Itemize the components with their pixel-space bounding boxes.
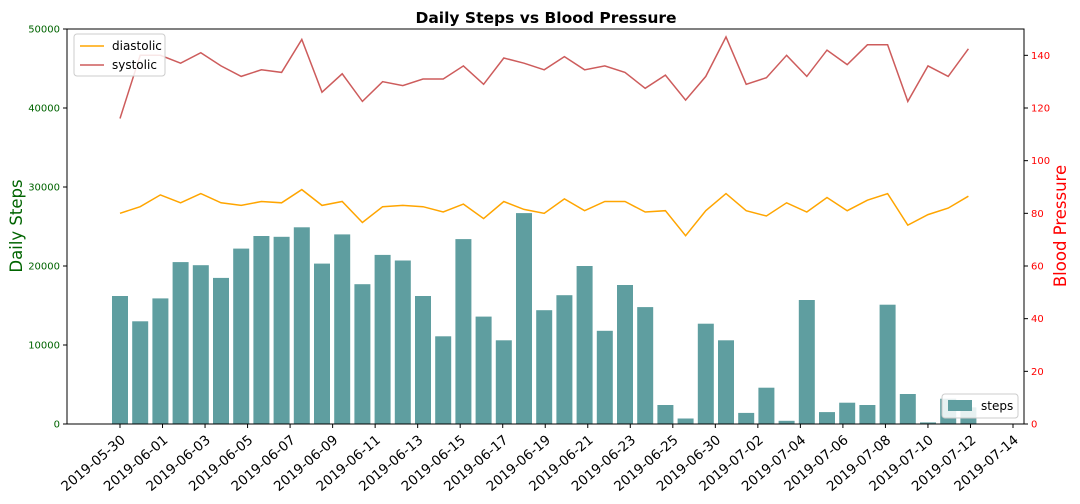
legend-diastolic-label: diastolic [112,39,162,53]
y-right-tick-label: 100 [1031,156,1050,167]
steps-bar [455,239,472,424]
steps-bar [354,284,371,424]
steps-bar [718,340,734,424]
steps-bar [758,387,775,424]
legend-steps-swatch [948,400,972,411]
steps-bar [394,260,411,424]
steps-bar [738,412,755,424]
steps-bar [778,420,795,424]
legend-bars: steps [941,393,1019,419]
y-left-tick-label: 40000 [28,104,60,115]
diastolic-line [119,188,969,237]
y-axis-left: 0 10000 20000 30000 40000 50000 [28,25,67,431]
steps-bar [879,304,896,424]
steps-bar [152,298,169,424]
legend-systolic-label: systolic [112,58,157,72]
steps-bar [374,254,391,424]
legend-lines: diastolic systolic [73,33,166,77]
steps-bar [899,394,916,424]
y-right-tick-label: 20 [1031,367,1044,378]
steps-bar [516,213,532,424]
steps-bar [435,336,452,424]
bp-lines [119,35,970,237]
steps-bar [556,295,573,424]
y-right-tick-label: 40 [1031,314,1044,325]
y-axis-left-label: Daily Steps [7,179,26,272]
steps-bar [475,316,492,424]
steps-bar [596,330,613,424]
steps-bar [495,340,512,424]
steps-bar [637,307,654,424]
steps-bar [415,296,431,424]
steps-bar [273,236,290,424]
y-right-tick-label: 0 [1031,420,1037,431]
steps-bar [536,310,553,424]
steps-bar [112,296,128,424]
steps-bar [253,236,270,424]
y-right-tick-label: 120 [1031,104,1050,115]
systolic-line [119,35,970,119]
steps-bar [314,263,330,424]
y-left-tick-label: 30000 [28,183,60,194]
steps-bar [334,234,351,424]
steps-bar [798,300,815,424]
steps-bar [172,262,189,424]
steps-bar [293,227,310,424]
y-axis-right-label: Blood Pressure [1051,165,1070,287]
steps-bar [617,285,633,424]
steps-bar [859,405,876,424]
y-right-tick-label: 60 [1031,262,1044,273]
steps-bar [132,321,149,424]
steps-bar [697,323,714,424]
y-right-tick-label: 140 [1031,51,1050,62]
steps-bar [677,418,694,424]
steps-bar [192,265,209,424]
x-axis: 2019-05-302019-06-012019-06-032019-06-05… [58,424,1022,495]
y-left-tick-label: 0 [54,420,60,431]
y-right-tick-label: 80 [1031,209,1044,220]
steps-bar [213,277,229,424]
steps-bar [920,422,936,424]
steps-bar [576,266,593,424]
legend-steps-label: steps [981,399,1013,413]
steps-bar [657,405,674,424]
y-left-tick-label: 10000 [28,341,60,352]
steps-bar [233,248,250,424]
steps-bar [839,402,856,424]
steps-bar [819,412,835,424]
y-left-tick-label: 20000 [28,262,60,273]
steps-bars [112,213,977,424]
chart-title: Daily Steps vs Blood Pressure [415,9,676,27]
y-left-tick-label: 50000 [28,25,60,36]
y-axis-right: 0 20 40 60 80 100 120 140 [1024,51,1050,431]
